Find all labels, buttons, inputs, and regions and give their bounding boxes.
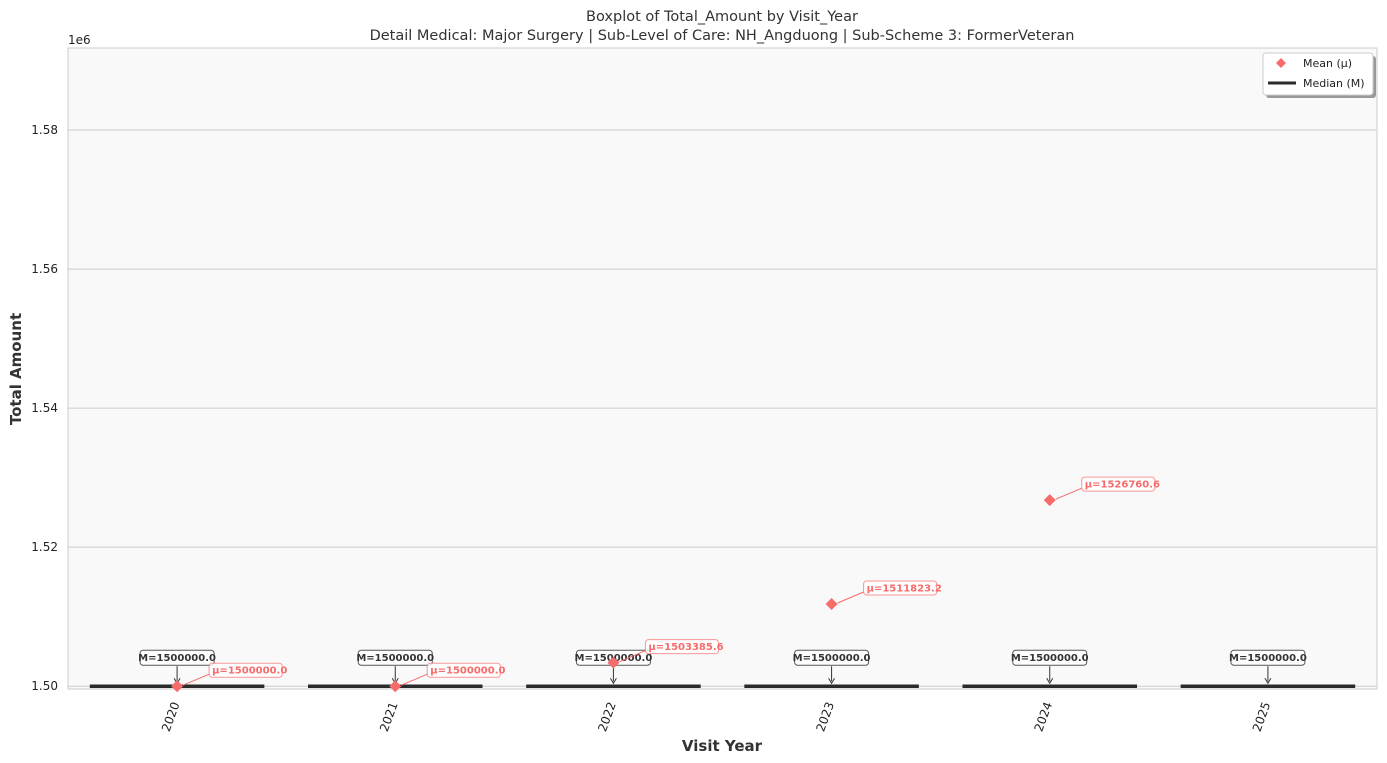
median-label-box (1012, 649, 1088, 666)
x-axis-label: Visit Year (682, 737, 763, 755)
median-label-box (1230, 649, 1306, 666)
mean-marker (825, 598, 838, 611)
median-label: M=1500000.0 (793, 653, 871, 664)
y-tick-label: 1.54 (31, 401, 58, 415)
y-tick-label: 1.58 (31, 123, 58, 137)
mean-marker (171, 680, 184, 693)
mean-arrow (1055, 487, 1082, 500)
mean-label-box (863, 580, 938, 596)
median-label-box (357, 649, 433, 666)
legend-mean-label: Mean (μ) (1303, 57, 1352, 70)
mean-arrow (401, 673, 428, 686)
median-label-box (794, 649, 870, 666)
mean-arrow (619, 650, 646, 663)
y-axis-label: Total Amount (7, 313, 25, 425)
y-offset-label: 1e6 (68, 33, 91, 47)
median-arrowhead (1264, 677, 1272, 685)
median-label: M=1500000.0 (138, 653, 216, 664)
mean-marker (1043, 494, 1056, 507)
legend-mean-marker (1276, 58, 1286, 68)
grid-lines (68, 129, 1377, 687)
chart-title: Boxplot of Total_Amount by Visit_Year (586, 9, 858, 25)
x-tick-label: 2022 (595, 700, 619, 733)
y-tick-label: 1.52 (31, 540, 58, 554)
mean-label-box (644, 639, 720, 655)
mean-label-box (426, 662, 501, 678)
legend: Mean (μ) Median (M) (1262, 52, 1376, 98)
x-tick-label: 2023 (813, 700, 837, 733)
median-arrowhead (1046, 677, 1054, 685)
mean-arrow (182, 673, 210, 686)
mean-label: μ=1526760.6 (1085, 480, 1160, 491)
mean-label-box (1081, 476, 1156, 492)
x-tick-label: 2025 (1250, 700, 1274, 733)
x-tick-label: 2024 (1032, 700, 1056, 733)
mean-label-box (208, 662, 283, 678)
mean-arrow (837, 591, 864, 604)
mean-label: μ=1511823.2 (867, 584, 942, 595)
median-label: M=1500000.0 (356, 653, 434, 664)
mean-label: μ=1503385.6 (648, 642, 723, 653)
mean-label: μ=1500000.0 (430, 666, 505, 677)
x-tick-labels: 2020 2021 2022 2023 2024 2025 (159, 700, 1273, 733)
chart-subtitle: Detail Medical: Major Surgery | Sub-Leve… (370, 28, 1075, 44)
median-arrowhead (609, 677, 617, 685)
y-tick-labels: 1.50 1.52 1.54 1.56 1.58 (31, 123, 58, 693)
mean-label: μ=1500000.0 (212, 666, 287, 677)
y-tick-label: 1.56 (31, 262, 58, 276)
median-label: M=1500000.0 (1011, 653, 1089, 664)
legend-median-label: Median (M) (1303, 77, 1365, 90)
mean-marker (389, 680, 402, 693)
mean-markers (171, 494, 1056, 693)
mean-marker (607, 656, 620, 669)
plot-area (67, 47, 1378, 690)
x-tick-label: 2020 (159, 700, 183, 733)
median-label: M=1500000.0 (1229, 653, 1307, 664)
y-tick-label: 1.50 (31, 679, 58, 693)
x-tick-label: 2021 (377, 700, 401, 733)
median-label-box (139, 649, 215, 666)
median-arrowhead (828, 677, 836, 685)
